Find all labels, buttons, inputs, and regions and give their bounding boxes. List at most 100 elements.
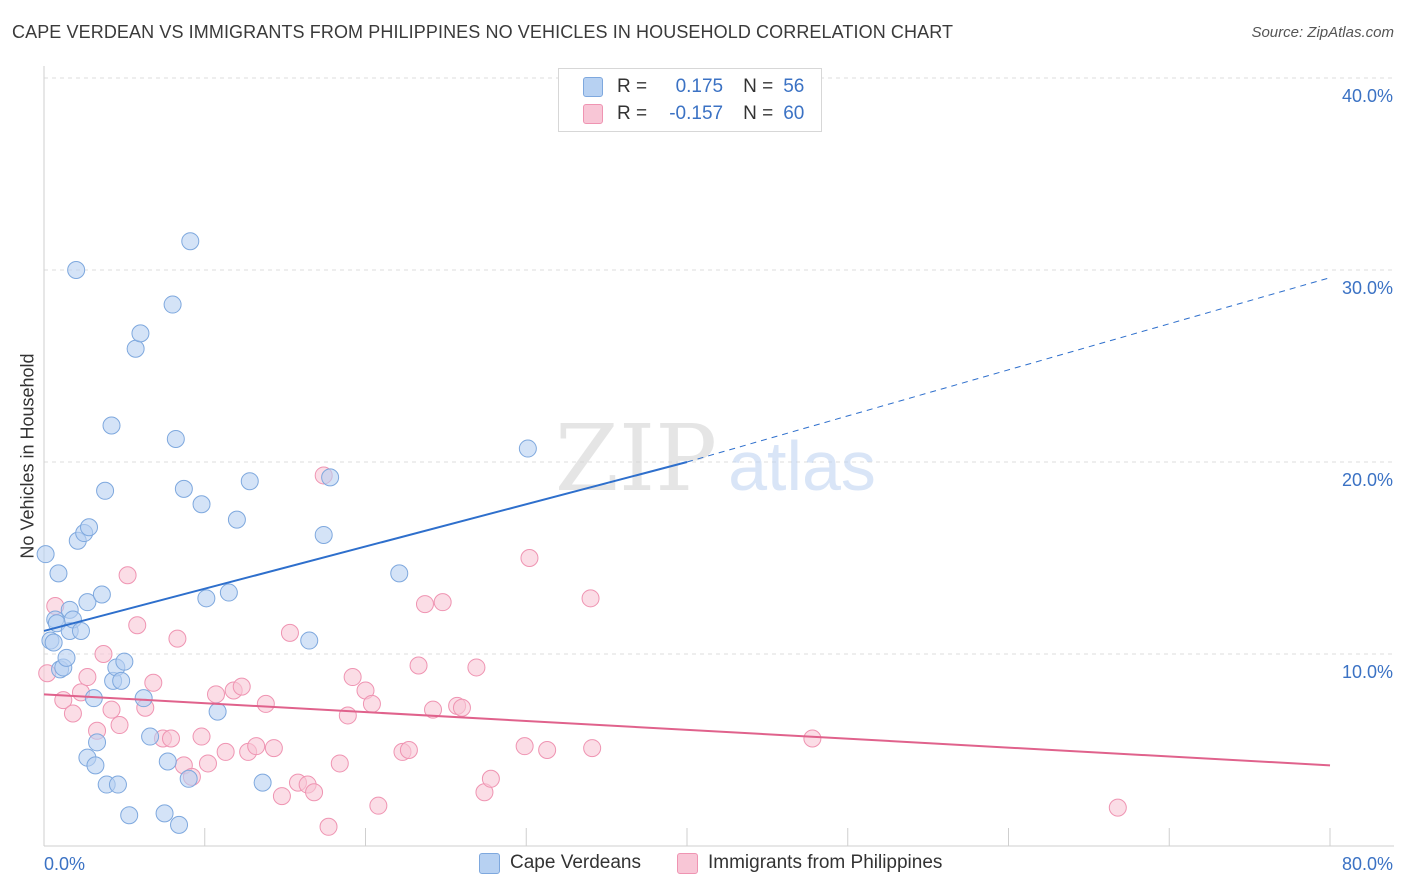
data-point-blue	[88, 733, 107, 752]
trend-lines	[43, 277, 1331, 767]
data-point-pink	[94, 645, 113, 663]
points-cape-verdeans	[36, 232, 537, 834]
data-point-pink	[192, 727, 211, 746]
y-axis-label: No Vehicles in Household	[17, 353, 38, 559]
legend-r-label: R =	[617, 103, 648, 124]
data-point-blue	[86, 756, 105, 775]
data-point-pink	[343, 668, 362, 687]
data-point-pink	[272, 787, 291, 806]
data-point-pink	[144, 673, 163, 692]
watermark-atlas: atlas	[728, 427, 876, 505]
y-tick-label: 40.0%	[1342, 86, 1393, 106]
series-label: Immigrants from Philippines	[708, 852, 943, 873]
data-point-pink	[161, 729, 180, 748]
data-point-blue	[44, 633, 63, 652]
data-point-pink	[319, 817, 338, 836]
data-point-pink	[168, 629, 187, 648]
x-tick-label: 80.0%	[1342, 854, 1393, 874]
data-point-pink	[232, 677, 251, 696]
data-point-pink	[128, 616, 147, 635]
trend-line-cape-verdeans-extension	[686, 277, 1331, 463]
data-point-blue	[253, 773, 272, 792]
data-point-pink	[538, 741, 557, 759]
data-point-blue	[112, 671, 131, 690]
data-point-pink	[467, 658, 486, 677]
series-label: Cape Verdeans	[510, 852, 641, 873]
x-tick-label: 0.0%	[44, 854, 85, 874]
data-point-pink	[415, 595, 434, 614]
data-point-blue	[155, 804, 174, 823]
data-point-blue	[300, 631, 319, 650]
data-point-blue	[131, 324, 150, 343]
data-point-blue	[518, 439, 537, 458]
watermark: ZIP atlas	[555, 405, 876, 512]
data-point-blue	[390, 564, 409, 583]
data-point-blue	[158, 752, 177, 771]
data-point-pink	[515, 737, 534, 756]
data-point-pink	[102, 700, 121, 719]
data-point-pink	[1108, 798, 1127, 817]
data-point-blue	[96, 481, 115, 500]
legend-n-value: 60	[783, 103, 805, 124]
y-tick-label: 30.0%	[1342, 278, 1393, 298]
legend-n-label: N =	[743, 103, 774, 124]
data-point-pink	[583, 739, 602, 758]
data-point-blue	[36, 545, 55, 564]
data-point-pink	[338, 706, 357, 725]
trend-line-cape-verdeans	[43, 461, 688, 632]
data-point-blue	[126, 339, 145, 358]
data-point-blue	[67, 261, 86, 279]
data-point-pink	[280, 623, 299, 642]
tick-labels: 10.0% 20.0% 30.0% 40.0% 0.0% 80.0%	[44, 86, 1393, 874]
data-point-blue	[78, 593, 97, 612]
y-tick-label: 10.0%	[1342, 662, 1393, 682]
data-point-blue	[227, 510, 246, 529]
legend-n-value: 56	[783, 76, 805, 97]
correlation-legend: R = 0.175 N = 56 R = -0.157 N = 60	[558, 68, 822, 132]
data-point-blue	[115, 652, 134, 671]
data-point-pink	[256, 694, 275, 713]
chart-title: CAPE VERDEAN VS IMMIGRANTS FROM PHILIPPI…	[12, 22, 954, 42]
legend-swatch-blue	[583, 77, 603, 97]
data-point-blue	[71, 621, 90, 640]
data-point-blue	[80, 518, 99, 537]
data-point-blue	[240, 472, 259, 491]
series-legend-immigrants-from-philippines: Immigrants from Philippines	[677, 852, 942, 874]
legend-row-immigrants-from-philippines: R = -0.157 N = 60	[583, 102, 804, 126]
data-point-pink	[264, 739, 283, 758]
series-legend: Cape Verdeans Immigrants from Philippine…	[0, 852, 1406, 878]
data-point-pink	[803, 729, 822, 748]
grid-lines	[44, 77, 1394, 655]
data-point-pink	[581, 589, 600, 608]
data-point-pink	[305, 783, 324, 802]
data-point-blue	[57, 648, 76, 667]
data-point-blue	[134, 689, 153, 708]
source-credit: Source: ZipAtlas.com	[1251, 24, 1394, 41]
data-point-pink	[78, 668, 97, 687]
data-point-blue	[179, 769, 198, 788]
data-point-pink	[399, 741, 418, 759]
data-point-blue	[170, 815, 189, 834]
data-point-pink	[247, 737, 266, 756]
data-point-blue	[141, 727, 160, 746]
data-point-blue	[219, 583, 238, 602]
data-point-pink	[63, 704, 82, 723]
data-point-blue	[102, 416, 121, 435]
data-point-pink	[481, 769, 500, 788]
data-point-pink	[409, 656, 428, 675]
data-point-blue	[49, 564, 68, 583]
data-point-blue	[92, 585, 111, 604]
series-swatch-pink	[677, 852, 698, 874]
data-point-blue	[108, 775, 127, 794]
data-point-pink	[198, 754, 217, 773]
data-point-blue	[166, 429, 185, 448]
legend-swatch-pink	[583, 104, 603, 124]
legend-r-value: -0.157	[669, 103, 724, 124]
data-point-pink	[216, 742, 235, 761]
axes	[43, 66, 1394, 847]
series-legend-cape-verdeans: Cape Verdeans	[479, 852, 641, 874]
data-point-blue	[208, 702, 227, 721]
watermark-zip: ZIP	[555, 405, 717, 512]
data-point-blue	[192, 495, 211, 514]
data-point-blue	[321, 468, 340, 487]
